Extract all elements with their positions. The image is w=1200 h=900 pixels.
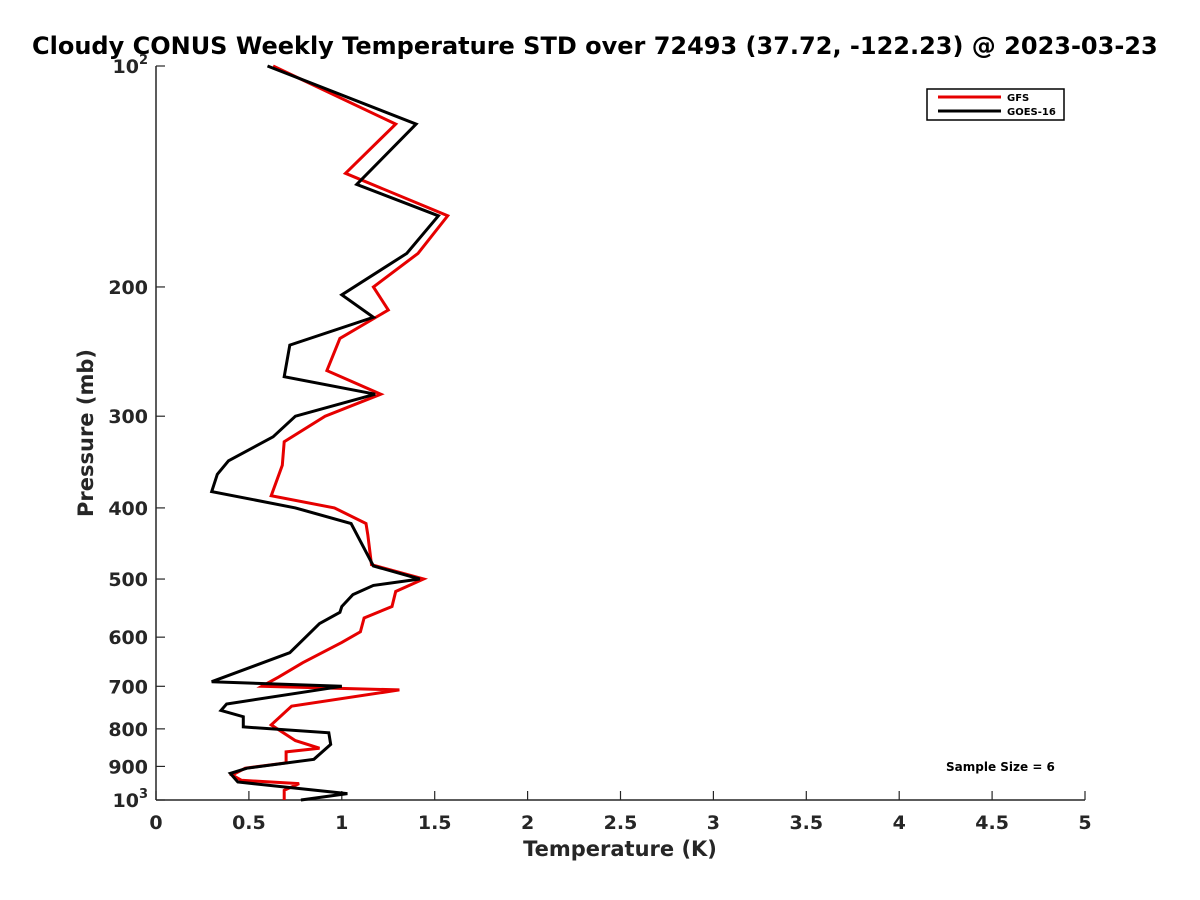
x-tick-label: 3.5 [789,812,823,834]
y-tick-label: 102 [113,53,149,78]
legend-label-gfs: GFS [1007,93,1029,104]
x-tick-label: 1 [335,812,348,834]
y-tick-label: 800 [108,719,148,741]
x-tick-label: 4.5 [975,812,1009,834]
x-tick-label: 0 [149,812,162,834]
y-tick-label: 103 [113,787,149,812]
y-tick-label: 300 [108,406,148,428]
y-tick-label: 400 [108,498,148,520]
y-axis-ticks: 102 200 300 400 500 600 700 800 900 103 [108,53,165,812]
y-tick-label: 700 [108,676,148,698]
series-layer [209,64,451,802]
x-tick-label: 2 [521,812,534,834]
y-axis-label: Pressure (mb) [74,349,98,517]
series-line-goes-16 [209,64,441,802]
x-tick-label: 3 [707,812,720,834]
x-tick-label: 0.5 [232,812,266,834]
legend: GFS GOES-16 [926,88,1065,121]
x-tick-label: 1.5 [418,812,452,834]
series-line-gfs [229,64,451,800]
x-tick-label: 2.5 [604,812,638,834]
chart-title: Cloudy CONUS Weekly Temperature STD over… [32,32,1158,60]
y-tick-label: 600 [108,627,148,649]
sample-size-annotation: Sample Size = 6 [946,760,1055,774]
legend-box [926,88,1065,121]
legend-label-goes-16: GOES-16 [1007,107,1056,118]
x-tick-label: 4 [893,812,906,834]
x-axis-ticks: 0 0.5 1 1.5 2 2.5 3 3.5 4 4.5 5 [149,791,1092,834]
x-tick-label: 5 [1078,812,1091,834]
y-tick-label: 200 [108,277,148,299]
y-tick-label: 500 [108,569,148,591]
y-tick-label: 900 [108,756,148,778]
x-axis-label: Temperature (K) [523,837,717,861]
